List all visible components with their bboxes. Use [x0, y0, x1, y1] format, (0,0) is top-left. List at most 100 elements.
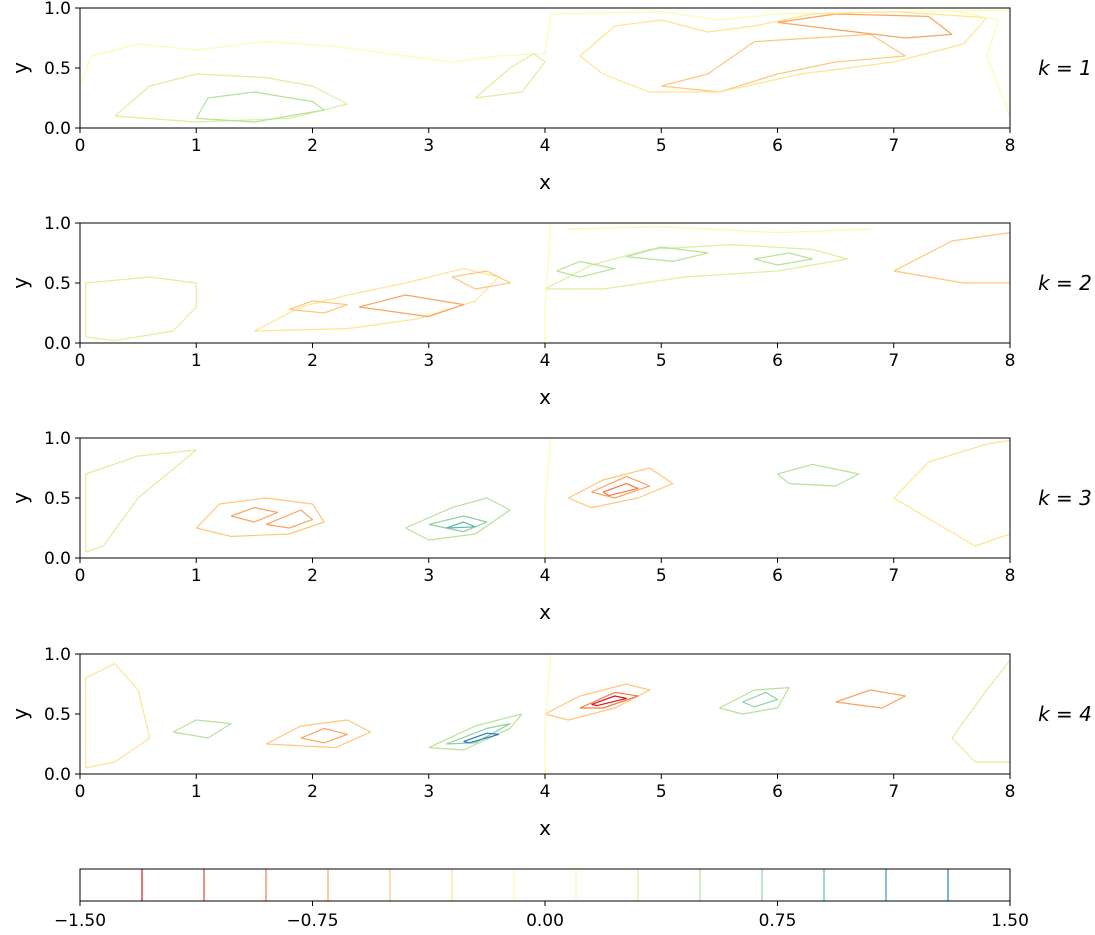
colorbar-tick-label: −0.75: [286, 911, 338, 931]
x-tick-label: 2: [307, 566, 318, 586]
panel-k2: 0 1 2 3 4 5 6 7 8 0.0 0.5 1.0 x y k = 2: [8, 214, 1092, 409]
x-tick-label: 3: [423, 782, 434, 802]
x-tick-label: 4: [540, 566, 551, 586]
x-tick-label: 5: [656, 351, 667, 371]
contour-line: [579, 691, 639, 709]
x-tick-label: 0: [75, 351, 86, 371]
contour-line: [289, 300, 348, 314]
contour-line: [85, 449, 197, 553]
contour-line: [265, 509, 314, 529]
contour-lines: [85, 438, 1010, 558]
colorbar-tick-label: 1.50: [991, 911, 1029, 931]
contour-line: [358, 294, 465, 318]
contour-line: [85, 276, 197, 342]
x-tick-label: 8: [1005, 351, 1016, 371]
contour-line: [951, 659, 1010, 763]
panel-k4: 0 1 2 3 4 5 6 7 8 0.0 0.5 1.0 x y k = 4: [8, 645, 1092, 840]
contour-line: [544, 438, 552, 558]
x-tick-label: 3: [423, 136, 434, 156]
panel-label: k = 3: [1038, 486, 1092, 510]
contour-line: [754, 252, 814, 266]
x-tick-label: 6: [772, 566, 783, 586]
panel-k3: 0 1 2 3 4 5 6 7 8 0.0 0.5 1.0 x y k = 3: [8, 429, 1092, 624]
contour-line: [835, 689, 907, 709]
contour-line: [80, 9, 1010, 87]
contour-line: [463, 732, 500, 744]
y-axis-label: y: [8, 277, 32, 289]
contour-line: [446, 521, 476, 529]
contour-line: [742, 691, 779, 708]
x-tick-label: 4: [540, 136, 551, 156]
contour-line: [544, 683, 651, 721]
x-axis-label: x: [539, 816, 551, 840]
y-axis-label: y: [8, 492, 32, 504]
x-tick-label: 0: [75, 782, 86, 802]
contour-lines: [85, 223, 1010, 343]
x-tick-label: 2: [307, 351, 318, 371]
contour-lines: [85, 654, 1010, 774]
contour-line: [591, 475, 651, 499]
panels-group: 0 1 2 3 4 5 6 7 8 0.0 0.5 1.0 x y k = 1 0 1 2 3 4 5 6 7 8 0.0 0.5…: [8, 0, 1092, 840]
colorbar: −1.50 −0.75 0.00 0.75 1.50: [54, 868, 1029, 931]
x-tick-label: 7: [888, 566, 899, 586]
contour-line: [195, 497, 325, 538]
panel-k1: 0 1 2 3 4 5 6 7 8 0.0 0.5 1.0 x y k = 1: [8, 0, 1092, 194]
y-tick-label: 1.0: [44, 645, 71, 665]
panel-label: k = 1: [1038, 56, 1092, 80]
colorbar-tick-label: 0.00: [526, 911, 564, 931]
x-axis-label: x: [539, 170, 551, 194]
axes-frame: [79, 7, 1011, 129]
x-tick-label: 8: [1005, 782, 1016, 802]
contour-line: [777, 13, 953, 39]
contour-line: [591, 695, 628, 707]
contour-line: [544, 244, 848, 290]
y-tick-label: 0.5: [44, 489, 71, 509]
colorbar-tick-label: −1.50: [54, 911, 106, 931]
x-tick-label: 1: [191, 566, 202, 586]
contour-line: [114, 73, 348, 123]
y-axis-label: y: [8, 708, 32, 720]
x-tick-label: 6: [772, 351, 783, 371]
x-tick-label: 8: [1005, 136, 1016, 156]
x-tick-label: 6: [772, 136, 783, 156]
x-axis-label: x: [539, 600, 551, 624]
contour-line: [556, 260, 616, 278]
x-tick-label: 1: [191, 782, 202, 802]
y-tick-label: 1.0: [44, 214, 71, 234]
contour-line: [85, 662, 151, 769]
contour-line: [265, 719, 372, 749]
x-axis-label: x: [539, 385, 551, 409]
x-tick-label: 2: [307, 782, 318, 802]
x-tick-label: 7: [888, 351, 899, 371]
contour-line: [602, 483, 639, 497]
panel-label: k = 2: [1038, 271, 1092, 295]
contour-line: [719, 686, 790, 715]
y-tick-label: 0.5: [44, 705, 71, 725]
x-tick-label: 0: [75, 136, 86, 156]
x-tick-label: 4: [540, 782, 551, 802]
contour-line: [893, 232, 1010, 284]
contour-line: [568, 467, 674, 509]
x-tick-label: 3: [423, 351, 434, 371]
x-tick-label: 4: [540, 351, 551, 371]
y-tick-label: 0.0: [44, 765, 71, 785]
contour-line: [451, 270, 511, 290]
colorbar-tick-label: 0.75: [759, 911, 797, 931]
x-tick-label: 7: [888, 136, 899, 156]
contour-line: [195, 91, 325, 123]
y-tick-label: 0.0: [44, 119, 71, 139]
y-tick-label: 0.5: [44, 59, 71, 79]
contour-line: [405, 497, 511, 541]
contour-line: [544, 223, 552, 343]
contour-line: [300, 727, 348, 744]
y-axis-label: y: [8, 62, 32, 74]
contour-line: [230, 507, 279, 523]
y-tick-label: 0.0: [44, 549, 71, 569]
x-tick-label: 3: [423, 566, 434, 586]
contour-line: [172, 719, 232, 739]
contour-line: [544, 654, 552, 774]
contour-line: [626, 246, 709, 262]
colorbar-frame: [79, 868, 1011, 902]
x-tick-label: 7: [888, 782, 899, 802]
